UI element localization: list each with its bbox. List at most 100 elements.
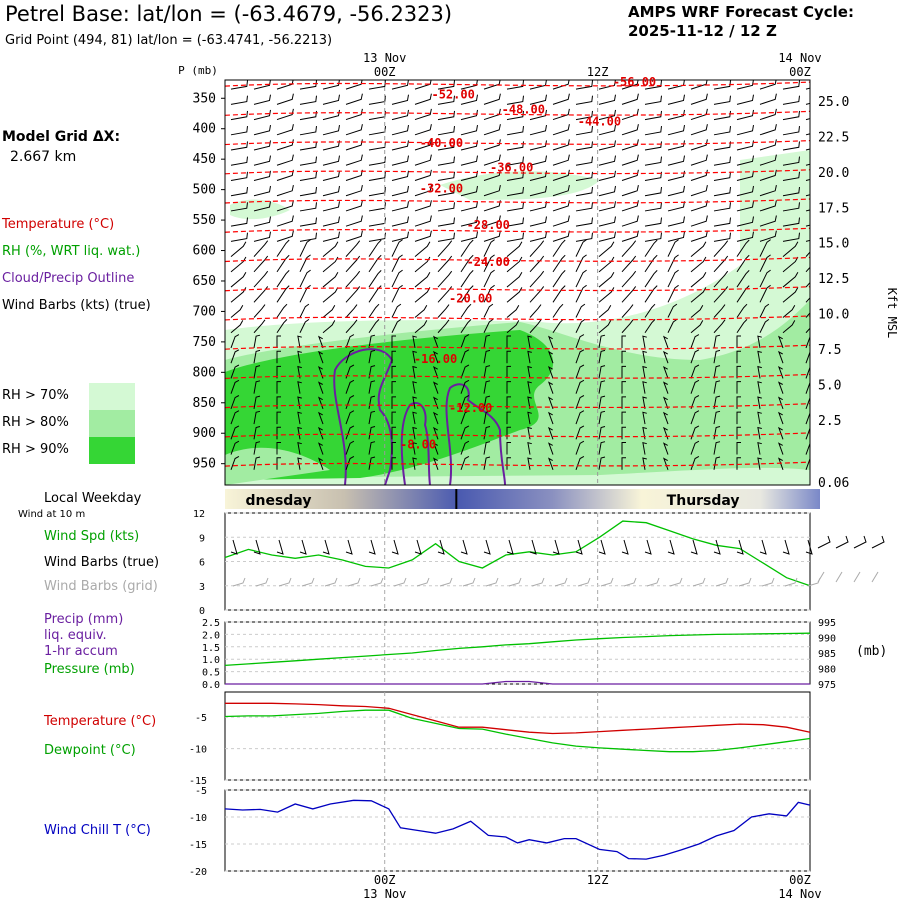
wind-barb [230, 455, 240, 470]
surface-wind-barb-grid [784, 577, 798, 587]
pressure-tick-label: 650 [193, 274, 216, 289]
wind-barb [529, 140, 547, 151]
wind-barb [552, 270, 566, 288]
wind-barb [345, 230, 363, 242]
wind-barb [782, 141, 800, 151]
surface-wind-barb-true [817, 535, 831, 549]
wind-barb [506, 442, 511, 455]
wind-barb [432, 457, 439, 470]
wind-barb [736, 457, 741, 470]
wind-barb [368, 349, 376, 364]
wind-barb [506, 110, 524, 121]
wind-barb [230, 95, 248, 105]
wind-barb [736, 411, 741, 425]
wind-barb [598, 334, 606, 349]
kft-axis-title: Kft MSL [885, 288, 899, 339]
wind-barb [299, 232, 317, 242]
temperature-contour-label: -32.00 [420, 182, 463, 196]
wind-barb [368, 141, 386, 151]
wind-barb [552, 239, 566, 257]
wind-barb [368, 285, 382, 303]
wind-barb [759, 303, 770, 318]
bottom-time-label: 00Z [374, 873, 396, 887]
wind-barb [667, 303, 678, 318]
grid-point-subtitle: Grid Point (494, 81) lat/lon = (-63.4741… [5, 33, 333, 48]
wind-barb [483, 269, 495, 288]
wind-barb [297, 411, 302, 425]
wind-barb [345, 379, 355, 394]
wind-barb [506, 320, 520, 334]
wind-barb [276, 457, 281, 470]
wind-barb [736, 396, 741, 409]
wind-barb [713, 202, 731, 212]
wind-barb [230, 171, 248, 181]
surface-wind-barb-grid [278, 577, 292, 587]
wind-barb [276, 303, 288, 318]
wind-barb [527, 335, 532, 349]
surface-wind-barb-grid [439, 577, 453, 587]
wind-barb [391, 442, 396, 455]
wind-barb [322, 320, 336, 334]
wind-barb [529, 319, 542, 334]
wind-barb [368, 365, 376, 379]
precip-tick-label: 1.0 [202, 655, 220, 666]
wind-barb [506, 287, 523, 303]
wind-barb [667, 269, 679, 288]
top-time-label: 12Z [587, 65, 609, 79]
wind-barb [437, 286, 453, 303]
wind-tick-label: 12 [193, 509, 205, 520]
temperature-line [225, 702, 811, 735]
wind-barb [529, 255, 545, 273]
pressure-tick-label: 975 [818, 680, 836, 691]
wind-barb [368, 156, 386, 166]
wind-barb [736, 170, 754, 181]
wind-barb [297, 350, 302, 364]
wind-barb [621, 93, 639, 105]
wind-barb [460, 410, 470, 425]
wind-barb [391, 457, 396, 470]
kft-tick-label: 0.06 [818, 476, 849, 491]
wind-barb [368, 232, 386, 242]
wind-barb [529, 304, 542, 318]
wind-chill-tick-label: -5 [195, 786, 207, 797]
pressure-tick-label: 995 [818, 618, 836, 629]
cross-section-frame [224, 79, 811, 486]
kft-tick-label: 7.5 [818, 343, 841, 358]
wind-barb [736, 109, 754, 121]
wind-barb [317, 350, 324, 364]
wind-barb [483, 441, 491, 455]
wind-barb [667, 239, 679, 257]
wind-barb [437, 240, 453, 257]
wind-barb [437, 171, 455, 181]
surface-wind-barb-true [460, 539, 468, 555]
wind-barb [506, 381, 511, 394]
wind-barb [598, 349, 606, 364]
surface-wind-barb-grid [324, 577, 338, 587]
wind-barb [230, 141, 248, 151]
wind-barb [345, 124, 363, 136]
wind-barb [230, 202, 248, 212]
wind-barb [230, 232, 248, 242]
wind-barb [230, 271, 247, 288]
pressure-tick-label: 750 [193, 335, 216, 350]
wind-barb [253, 426, 261, 440]
wind-barb [667, 94, 685, 105]
wind-barb [345, 364, 355, 379]
temperature-contour [225, 344, 810, 350]
wind-barb [621, 215, 639, 227]
wind-chill-line [224, 799, 811, 860]
wind-barb [575, 232, 593, 242]
kft-tick-label: 22.5 [818, 130, 849, 145]
wind-barb [297, 335, 302, 349]
wind-barb [575, 364, 585, 379]
wind-barb [667, 254, 679, 273]
wind-barb [575, 171, 593, 181]
wind-barb [644, 217, 662, 227]
surface-wind-barb-true [690, 539, 698, 555]
pressure-tick-label: 550 [193, 213, 216, 228]
wind-barb [368, 80, 386, 90]
wind-barb [598, 365, 606, 379]
temperature-contour-label: -56.00 [613, 75, 656, 89]
wind-barb [598, 456, 606, 470]
wind-tick-label: 0 [199, 606, 205, 617]
